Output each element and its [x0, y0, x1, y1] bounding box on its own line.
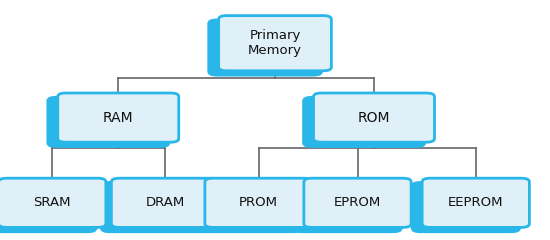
FancyBboxPatch shape	[58, 93, 179, 142]
FancyBboxPatch shape	[0, 178, 106, 228]
Text: ROM: ROM	[358, 111, 390, 125]
FancyBboxPatch shape	[195, 182, 302, 232]
Text: Primary
Memory: Primary Memory	[248, 29, 302, 57]
Text: EEPROM: EEPROM	[448, 196, 503, 209]
FancyBboxPatch shape	[304, 97, 425, 146]
FancyBboxPatch shape	[422, 178, 529, 228]
Text: EPROM: EPROM	[334, 196, 381, 209]
Text: PROM: PROM	[239, 196, 278, 209]
FancyBboxPatch shape	[218, 16, 331, 71]
FancyBboxPatch shape	[412, 182, 519, 232]
FancyBboxPatch shape	[111, 178, 218, 228]
FancyBboxPatch shape	[205, 178, 312, 228]
FancyBboxPatch shape	[0, 182, 96, 232]
FancyBboxPatch shape	[314, 93, 435, 142]
Text: DRAM: DRAM	[145, 196, 185, 209]
FancyBboxPatch shape	[48, 97, 169, 146]
FancyBboxPatch shape	[101, 182, 209, 232]
Text: RAM: RAM	[103, 111, 134, 125]
FancyBboxPatch shape	[208, 20, 321, 75]
Text: SRAM: SRAM	[34, 196, 71, 209]
FancyBboxPatch shape	[304, 178, 411, 228]
FancyBboxPatch shape	[294, 182, 401, 232]
